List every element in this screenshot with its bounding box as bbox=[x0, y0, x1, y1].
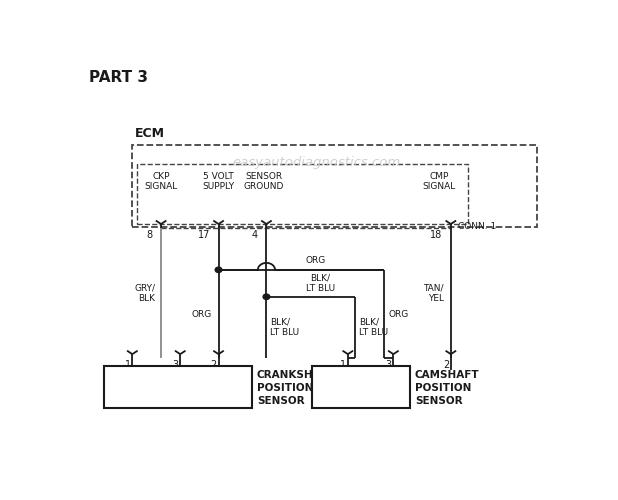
Text: 5 VOLT
SUPPLY: 5 VOLT SUPPLY bbox=[203, 172, 235, 191]
Text: ORG: ORG bbox=[305, 256, 326, 265]
Bar bbox=[132, 144, 537, 228]
Text: 17: 17 bbox=[198, 230, 210, 240]
Text: 3: 3 bbox=[172, 360, 179, 370]
Text: ORG: ORG bbox=[389, 310, 409, 318]
Text: BLK/
LT BLU: BLK/ LT BLU bbox=[359, 318, 388, 338]
Text: ECM: ECM bbox=[135, 127, 165, 140]
Text: ORG: ORG bbox=[191, 310, 211, 318]
Bar bbox=[312, 366, 410, 408]
Text: BLK/
LT BLU: BLK/ LT BLU bbox=[306, 274, 335, 293]
Text: CRANKSHAFT
POSITION
SENSOR: CRANKSHAFT POSITION SENSOR bbox=[257, 370, 336, 406]
Text: PART 3: PART 3 bbox=[89, 70, 148, 84]
Text: 18: 18 bbox=[430, 230, 442, 240]
Bar bbox=[104, 366, 252, 408]
Circle shape bbox=[215, 267, 222, 272]
Text: SENSOR
GROUND: SENSOR GROUND bbox=[244, 172, 284, 191]
Text: 2: 2 bbox=[211, 360, 217, 370]
Text: CONN. 1: CONN. 1 bbox=[458, 222, 496, 231]
Text: CKP
SIGNAL: CKP SIGNAL bbox=[145, 172, 178, 191]
Text: GRY/
BLK: GRY/ BLK bbox=[134, 284, 155, 303]
Text: 1: 1 bbox=[124, 360, 130, 370]
Text: TAN/
YEL: TAN/ YEL bbox=[423, 284, 444, 303]
Text: 4: 4 bbox=[252, 230, 258, 240]
Text: CMP
SIGNAL: CMP SIGNAL bbox=[422, 172, 455, 191]
Circle shape bbox=[263, 294, 270, 300]
Text: 8: 8 bbox=[146, 230, 153, 240]
Text: easyautodiagnostics.com: easyautodiagnostics.com bbox=[232, 156, 401, 168]
Text: BLK/
LT BLU: BLK/ LT BLU bbox=[270, 318, 299, 338]
Bar bbox=[137, 164, 468, 224]
Text: 3: 3 bbox=[386, 360, 392, 370]
Text: 2: 2 bbox=[443, 360, 449, 370]
Text: 1: 1 bbox=[340, 360, 346, 370]
Text: CAMSHAFT
POSITION
SENSOR: CAMSHAFT POSITION SENSOR bbox=[415, 370, 480, 406]
